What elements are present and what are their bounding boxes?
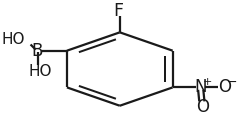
Text: +: + (203, 77, 212, 87)
Text: F: F (114, 2, 124, 20)
Text: O: O (218, 78, 231, 96)
Text: −: − (226, 76, 237, 89)
Text: HO: HO (29, 64, 52, 79)
Text: N: N (195, 78, 207, 96)
Text: B: B (32, 42, 43, 60)
Text: O: O (196, 98, 209, 116)
Text: HO: HO (1, 32, 25, 47)
